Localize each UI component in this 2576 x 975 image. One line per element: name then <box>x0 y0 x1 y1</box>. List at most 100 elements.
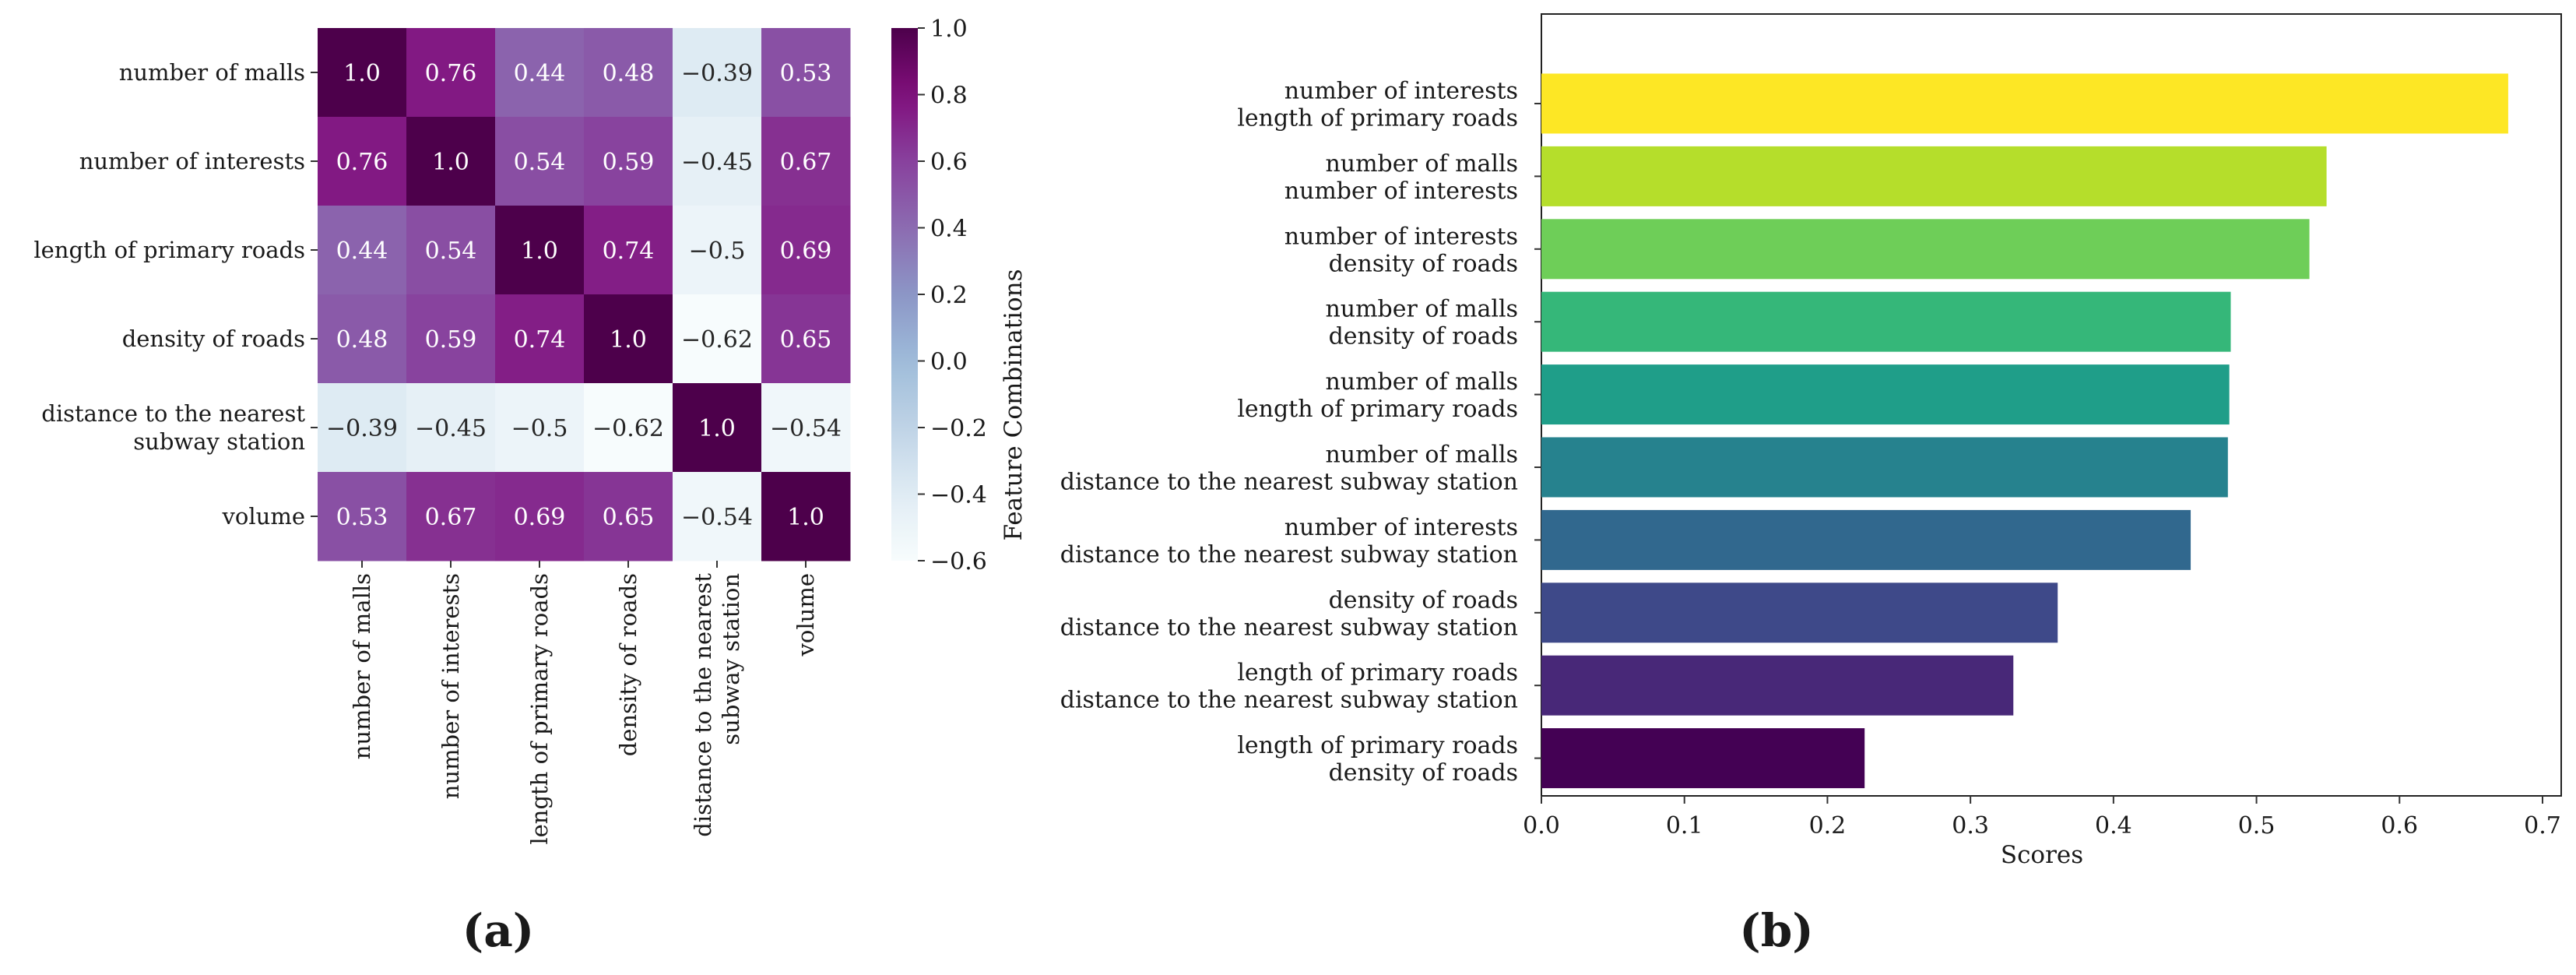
heatmap-row-label: volume <box>222 503 305 530</box>
bar <box>1541 583 2058 643</box>
heatmap-cell-label: −0.39 <box>681 60 753 87</box>
heatmap-cell-label: −0.54 <box>770 415 842 442</box>
heatmap-cell <box>495 294 585 384</box>
heatmap-cell-label: −0.45 <box>681 149 753 176</box>
heatmap-cell-label: 1.0 <box>787 504 824 531</box>
heatmap-cell <box>495 206 585 295</box>
bar <box>1541 655 2014 716</box>
heatmap-cell-label: −0.39 <box>326 415 398 442</box>
heatmap-col-label: density of roads <box>615 573 641 756</box>
heatmap-cell <box>673 472 762 561</box>
bar <box>1541 146 2327 206</box>
heatmap-row-label: distance to the nearest subway station <box>41 400 305 455</box>
bar-category-label: number of interests density of roads <box>1284 223 1518 277</box>
heatmap-cell <box>673 28 762 118</box>
x-axis-label: Scores <box>2001 841 2083 869</box>
heatmap-cell <box>406 28 496 118</box>
bar-category-label: length of primary roads density of roads <box>1237 732 1518 787</box>
colorbar-tick-label: −0.2 <box>930 415 987 442</box>
heatmap-cell-label: 0.76 <box>425 60 477 87</box>
bar-category-label: length of primary roads distance to the n… <box>1060 660 1518 714</box>
bar-category-label: density of roads distance to the nearest … <box>1060 586 1518 641</box>
heatmap-cell-label: 0.48 <box>336 326 388 354</box>
heatmap-cell <box>761 206 851 295</box>
heatmap-cell-label: 0.67 <box>780 149 832 176</box>
heatmap-cell-label: 0.54 <box>514 149 566 176</box>
heatmap-cell-label: 0.67 <box>425 504 477 531</box>
heatmap-cell-label: 0.59 <box>603 149 655 176</box>
heatmap-cell-label: 0.48 <box>603 60 655 87</box>
bar-category-label: number of malls number of interests <box>1284 150 1518 205</box>
x-tick-label: 0.3 <box>1952 812 1989 839</box>
colorbar-tick-label: 0.4 <box>930 216 968 243</box>
colorbar-tick-label: 0.8 <box>930 83 968 110</box>
bar <box>1541 728 1865 789</box>
colorbar-tick-label: −0.4 <box>930 482 987 509</box>
heatmap-cell-label: −0.45 <box>415 415 487 442</box>
heatmap-cell-label: 0.69 <box>780 238 832 265</box>
heatmap-col-label-group: number of interests <box>438 573 464 799</box>
bar-category-label: number of malls length of primary roads <box>1237 368 1518 423</box>
correlation-heatmap: 1.0 0.76 0.44 0.48 −0.39 0.530.76 1.0 0.54 0.59−… <box>33 28 851 845</box>
heatmap-cell <box>406 206 496 295</box>
heatmap-col-label-group: length of primary roads <box>526 573 553 845</box>
heatmap-col-label: length of primary roads <box>526 573 553 845</box>
heatmap-cell <box>318 206 407 295</box>
heatmap-col-label-group: distance to the nearestsubway station <box>690 573 744 837</box>
bar <box>1541 219 2310 280</box>
feature-scores-bar-chart: number of interests length of primary roa… <box>1000 13 2562 869</box>
heatmap-cell <box>318 383 407 473</box>
heatmap-col-label-group: number of malls <box>349 573 375 759</box>
heatmap-cell <box>495 28 585 118</box>
heatmap-cell <box>406 117 496 206</box>
heatmap-cell <box>495 117 585 206</box>
heatmap-cell-label: 0.54 <box>425 238 477 265</box>
heatmap-cell-label: 0.53 <box>780 60 832 87</box>
heatmap-cell <box>584 294 673 384</box>
colorbar-tick-label: 0.6 <box>930 149 968 176</box>
heatmap-cell-label: 1.0 <box>343 60 381 87</box>
heatmap-col-label: volume <box>792 573 819 656</box>
colorbar-tick-label: −0.6 <box>930 548 987 575</box>
heatmap-cell <box>318 117 407 206</box>
heatmap-col-label-group: volume <box>792 573 819 656</box>
x-tick-label: 0.0 <box>1523 812 1560 839</box>
heatmap-cell-label: −0.5 <box>689 238 746 265</box>
x-tick-label: 0.6 <box>2381 812 2418 839</box>
heatmap-col-label-group: density of roads <box>615 573 641 756</box>
heatmap-cell-label: 0.74 <box>603 238 655 265</box>
heatmap-row-label: number of malls <box>119 59 305 86</box>
heatmap-col-label: distance to the nearestsubway station <box>690 573 744 837</box>
panel-b-label: (b) <box>1739 904 1813 957</box>
bar <box>1541 364 2230 425</box>
heatmap-cell <box>584 117 673 206</box>
bar <box>1541 509 2191 570</box>
heatmap-cell-label: 0.44 <box>514 60 566 87</box>
x-tick-label: 0.1 <box>1666 812 1703 839</box>
heatmap-cell-label: 0.53 <box>336 504 388 531</box>
heatmap-cell <box>761 472 851 561</box>
heatmap-cell <box>584 383 673 473</box>
heatmap-cell-label: −0.62 <box>681 326 753 354</box>
heatmap-cell-label: 1.0 <box>432 149 469 176</box>
heatmap-cell <box>673 383 762 473</box>
heatmap-cell <box>406 383 496 473</box>
colorbar-gradient <box>891 28 918 561</box>
heatmap-cell-label: 0.76 <box>336 149 388 176</box>
x-tick-label: 0.5 <box>2238 812 2276 839</box>
bar-category-label: number of interests length of primary roa… <box>1237 78 1518 132</box>
heatmap-cell-label: −0.5 <box>511 415 568 442</box>
x-tick-label: 0.7 <box>2524 812 2561 839</box>
bar <box>1541 73 2508 134</box>
heatmap-row-label: density of roads <box>122 326 305 352</box>
heatmap-cell <box>761 294 851 384</box>
colorbar-tick-label: 0.2 <box>930 282 968 309</box>
heatmap-cell-label: 0.74 <box>514 326 566 354</box>
heatmap-cell-label: 1.0 <box>610 326 647 354</box>
bar-category-label: number of malls density of roads <box>1325 296 1518 350</box>
heatmap-cell-label: 1.0 <box>521 238 558 265</box>
bar <box>1541 437 2228 498</box>
heatmap-cell-label: 0.65 <box>603 504 655 531</box>
heatmap-cell <box>673 206 762 295</box>
